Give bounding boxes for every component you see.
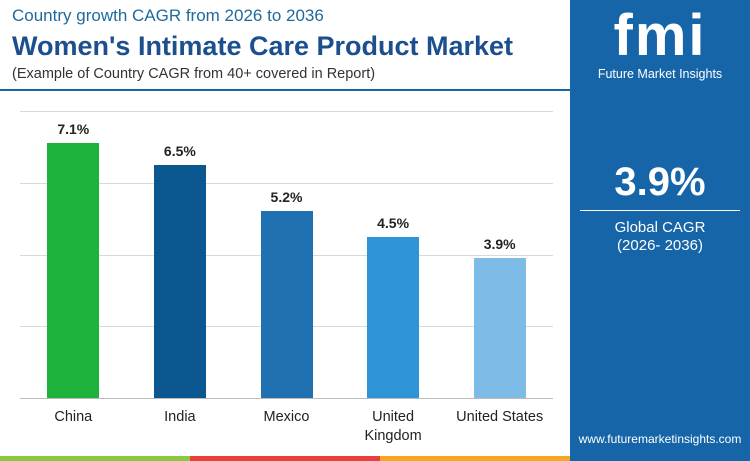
- global-cagr: 3.9%: [614, 160, 706, 204]
- bar: [47, 143, 100, 398]
- x-tick-label: United Kingdom: [364, 409, 422, 444]
- x-tick-label: United States: [456, 409, 544, 425]
- value-label: 7.1%: [57, 121, 90, 138]
- bar: [153, 164, 206, 398]
- x-tick-label: China: [54, 409, 93, 425]
- x-tick-label: Mexico: [263, 409, 310, 425]
- header-rule: [0, 89, 570, 91]
- value-label: 4.5%: [377, 214, 410, 231]
- bar: [473, 258, 526, 398]
- strip: [380, 456, 570, 461]
- global-cagr-label: Global CAGR: [614, 219, 706, 236]
- grid-line: [20, 182, 553, 184]
- period: (2026- 2036): [617, 237, 703, 254]
- chart: China 7.1% India 6.5% Mexico 5.2% United Kingd…: [20, 111, 553, 444]
- website: www.futuremarketinsights.com: [578, 432, 742, 446]
- logo: fmi: [613, 3, 707, 68]
- strip: [570, 456, 750, 461]
- brand: Future Market Insights: [597, 67, 723, 81]
- grid-line: [20, 398, 553, 399]
- strip: [0, 456, 190, 461]
- value-label: 3.9%: [483, 236, 516, 253]
- value-label: 6.5%: [163, 142, 196, 159]
- bar: [367, 236, 420, 398]
- value-label: 5.2%: [270, 189, 303, 206]
- grid-line: [20, 111, 553, 112]
- divider: [580, 210, 740, 211]
- strip: [190, 456, 380, 461]
- bar: [260, 211, 313, 398]
- note: (Example of Country CAGR from 40+ covere…: [12, 66, 376, 82]
- subtitle: Country growth CAGR from 2026 to 2036: [12, 6, 324, 25]
- x-tick-label: India: [164, 409, 196, 425]
- side-panel: fmi Future Market Insights 3.9% Global C…: [570, 0, 750, 456]
- title: Women's Intimate Care Product Market: [12, 31, 514, 61]
